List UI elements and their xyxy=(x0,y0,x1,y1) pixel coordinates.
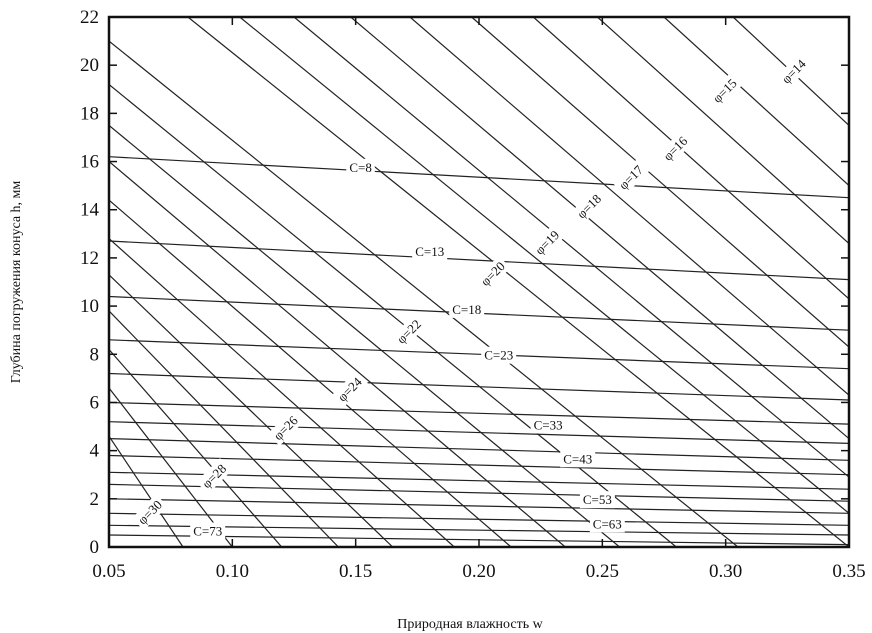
line-labels: C=8C=13C=18C=23C=33C=43C=53C=63C=73φ=14φ… xyxy=(131,53,812,540)
phi-line-17 xyxy=(109,310,339,547)
phi-line-10 xyxy=(109,40,739,547)
cohesion-line-10 xyxy=(109,483,849,502)
phi-line-12 xyxy=(109,124,620,547)
x-tick-label-1: 0.10 xyxy=(216,561,249,582)
phi-line-9 xyxy=(187,17,849,547)
phi-line-15 xyxy=(109,238,455,547)
x-tick-label-6: 0.35 xyxy=(832,561,865,582)
y-tick-label-7: 14 xyxy=(80,200,100,221)
y-tick-label-3: 6 xyxy=(90,392,100,413)
cohesion-label-bg-7 xyxy=(560,450,596,468)
phi-line-3 xyxy=(532,17,849,300)
cohesion-label-bg-5 xyxy=(530,416,566,434)
phi-line-14 xyxy=(109,199,512,547)
cohesion-line-0 xyxy=(109,156,849,199)
x-tick-label-0: 0.05 xyxy=(92,561,125,582)
phi-label-bg-2 xyxy=(657,130,694,167)
y-tick-label-0: 0 xyxy=(90,537,100,558)
y-tick-label-11: 22 xyxy=(80,7,99,28)
x-tick-label-3: 0.20 xyxy=(462,561,495,582)
cohesion-line-3 xyxy=(109,339,849,370)
cohesion-label-3: C=23 xyxy=(484,348,513,363)
cohesion-label-0: C=8 xyxy=(349,160,372,175)
phi-label-bg-8 xyxy=(390,313,427,350)
y-tick-label-5: 10 xyxy=(80,296,99,317)
phi-label-bg-12 xyxy=(267,409,304,446)
y-tick-label-4: 8 xyxy=(90,344,100,365)
phi-line-6 xyxy=(350,17,849,440)
x-tick-label-5: 0.30 xyxy=(709,561,742,582)
cohesion-line-9 xyxy=(109,471,849,490)
phi-label-bg-1 xyxy=(706,72,743,109)
cohesion-line-7 xyxy=(109,438,849,461)
y-axis-label: Глубина погружения конуса h, мм xyxy=(9,181,24,384)
phi-label-bg-10 xyxy=(331,371,368,408)
phi-line-1 xyxy=(663,17,849,187)
x-tick-label-4: 0.25 xyxy=(586,561,619,582)
cohesion-label-bg-0 xyxy=(346,158,375,176)
phi-line-19 xyxy=(109,387,233,547)
cohesion-label-1: C=13 xyxy=(415,244,444,259)
cohesion-line-13 xyxy=(109,524,849,536)
phi-label-bg-3 xyxy=(612,159,650,196)
cohesion-label-bg-9 xyxy=(579,491,615,509)
cohesion-label-bg-2 xyxy=(449,300,485,318)
y-tick-label-9: 18 xyxy=(80,103,99,124)
cohesion-label-5: C=33 xyxy=(534,417,563,432)
phi-line-7 xyxy=(293,17,849,478)
phi-label-bg-6 xyxy=(474,255,511,292)
cohesion-line-11 xyxy=(109,498,849,514)
phi-line-13 xyxy=(109,161,566,547)
cohesion-label-13: C=73 xyxy=(193,523,222,538)
phi-line-4 xyxy=(471,17,849,348)
cohesion-line-8 xyxy=(109,454,849,476)
phi-line-2 xyxy=(596,17,849,244)
cohesion-line-1 xyxy=(109,240,849,281)
y-tick-label-8: 16 xyxy=(80,152,99,173)
cohesion-label-7: C=43 xyxy=(563,451,592,466)
y-tick-label-2: 4 xyxy=(90,441,100,462)
plot-lines xyxy=(109,17,849,547)
y-tick-label-6: 12 xyxy=(80,248,99,269)
phi-line-16 xyxy=(109,274,394,547)
phi-label-bg-16 xyxy=(131,494,168,531)
x-tick-label-2: 0.15 xyxy=(339,561,372,582)
cohesion-line-6 xyxy=(109,421,849,444)
phi-label-bg-4 xyxy=(570,188,607,225)
cohesion-label-bg-13 xyxy=(190,522,226,540)
phi-line-8 xyxy=(239,17,849,514)
axis-ticks: 0.05 0.10 0.15 0.20 0.25 0.30 0.35 0 2 4 6 8 10 12 14 1… xyxy=(80,7,866,582)
x-axis-label: Природная влажность w xyxy=(397,617,543,632)
cohesion-label-9: C=53 xyxy=(583,492,612,507)
phi-line-18 xyxy=(109,349,283,547)
phi-label-bg-5 xyxy=(529,224,565,261)
phi-line-5 xyxy=(409,17,849,396)
y-tick-label-1: 2 xyxy=(90,489,100,510)
phi-label-bg-14 xyxy=(196,458,232,494)
y-tick-label-10: 20 xyxy=(80,55,99,76)
cohesion-line-5 xyxy=(109,401,849,425)
cohesion-label-bg-3 xyxy=(481,346,517,364)
phi-line-11 xyxy=(109,84,677,547)
cohesion-label-bg-11 xyxy=(589,515,625,533)
cohesion-label-2: C=18 xyxy=(452,302,481,317)
phi-label-bg-0 xyxy=(775,53,812,90)
cohesion-label-bg-1 xyxy=(412,243,448,261)
cohesion-label-11: C=63 xyxy=(593,516,622,531)
phi-line-20 xyxy=(109,435,184,547)
